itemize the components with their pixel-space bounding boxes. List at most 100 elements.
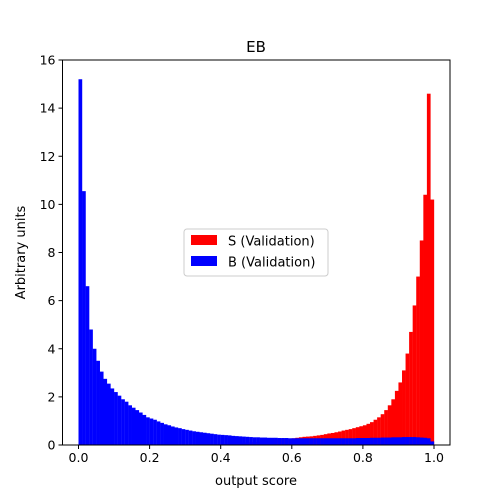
bar-b-validation-51 [259,437,264,445]
bar-b-validation-38 [213,434,218,445]
bar-b-validation-72 [334,438,339,445]
bar-b-validation-59 [288,438,292,445]
bar-b-validation-17 [138,412,143,445]
bar-s-validation-85 [380,414,385,445]
legend-label-b-validation: B (Validation) [228,256,315,271]
bars-layer [78,79,435,446]
bar-b-validation-34 [199,432,204,445]
bar-b-validation-41 [224,435,228,445]
bar-b-validation-99 [430,441,435,445]
bar-b-validation-70 [327,438,332,445]
bar-s-validation-75 [345,429,349,445]
x-tick-label-0: 0.0 [69,450,89,465]
bar-b-validation-19 [146,417,150,445]
bar-b-validation-9 [110,388,115,445]
bar-b-validation-46 [242,436,246,445]
bar-b-validation-67 [316,438,321,445]
bar-s-validation-80 [362,425,367,445]
bar-b-validation-52 [263,437,268,445]
legend: S (Validation) B (Validation) [183,228,329,277]
bar-b-validation-49 [252,437,257,445]
bar-b-validation-40 [220,434,225,445]
bar-b-validation-29 [181,429,186,445]
bar-b-validation-87 [387,437,392,445]
bar-b-validation-2 [85,286,90,445]
y-tick-label-0: 0 [48,438,56,453]
bar-s-validation-97 [423,194,428,445]
bar-s-validation-96 [419,240,424,445]
bar-b-validation-27 [174,427,179,445]
bar-b-validation-83 [373,437,378,445]
bar-b-validation-24 [163,424,168,445]
bar-b-validation-93 [409,437,413,445]
bar-b-validation-50 [256,437,260,445]
legend-frame [183,228,329,277]
bar-b-validation-18 [142,414,147,445]
bar-b-validation-25 [167,425,172,445]
bar-b-validation-95 [416,437,420,445]
bar-b-validation-68 [320,438,324,445]
bar-s-validation-92 [405,353,410,445]
bar-b-validation-3 [89,329,93,445]
bar-b-validation-45 [238,436,243,445]
bar-b-validation-76 [348,438,353,445]
bar-b-validation-30 [185,429,189,445]
bar-s-validation-74 [341,430,346,445]
bar-s-validation-78 [355,427,360,445]
bar-b-validation-21 [153,419,157,445]
bar-b-validation-15 [131,407,136,445]
legend-label-s-validation: S (Validation) [228,235,315,250]
y-axis-label: Arbitrary units [14,205,29,299]
bar-b-validation-62 [298,438,303,445]
bar-b-validation-82 [370,437,374,445]
x-tick-label-1: 0.2 [140,450,160,465]
bar-b-validation-11 [117,395,122,445]
bar-b-validation-35 [202,432,207,445]
y-tick-label-7: 14 [40,101,56,116]
y-tick-label-2: 4 [48,341,56,356]
bar-s-validation-83 [373,419,378,445]
x-tick-label-4: 0.8 [353,450,373,465]
bar-b-validation-66 [313,438,317,445]
bar-s-validation-90 [398,382,403,445]
bar-b-validation-64 [306,438,310,445]
bar-b-validation-10 [114,392,118,445]
bar-s-validation-84 [377,417,381,445]
bar-s-validation-94 [412,305,417,445]
bar-b-validation-86 [384,437,388,445]
bar-b-validation-7 [103,378,108,445]
bar-b-validation-47 [245,436,250,445]
bar-b-validation-77 [352,438,356,445]
bar-b-validation-97 [423,437,428,445]
bar-b-validation-65 [309,438,314,445]
bar-s-validation-87 [387,405,392,445]
bar-b-validation-74 [341,438,346,445]
bar-b-validation-91 [402,437,406,445]
bar-s-validation-76 [348,429,353,445]
bar-b-validation-4 [92,348,97,445]
bar-b-validation-48 [249,437,253,445]
bar-b-validation-12 [121,399,125,445]
bar-s-validation-82 [370,422,374,445]
chart-title: EB [246,38,266,56]
bar-s-validation-98 [426,93,431,445]
bar-b-validation-20 [149,418,154,445]
bar-b-validation-79 [359,438,364,445]
bar-b-validation-96 [419,437,424,445]
bar-b-validation-22 [156,421,161,445]
bar-b-validation-42 [227,435,232,446]
bar-b-validation-73 [338,438,342,445]
bar-b-validation-1 [82,191,86,445]
y-tick-label-6: 12 [40,149,56,164]
bar-s-validation-77 [352,428,356,445]
bar-b-validation-57 [281,438,285,445]
bar-s-validation-95 [416,276,420,445]
x-axis-label: output score [215,474,297,489]
bar-b-validation-60 [291,438,296,445]
bar-b-validation-84 [377,437,381,445]
bar-b-validation-94 [412,437,417,445]
bar-b-validation-78 [355,438,360,445]
bar-b-validation-55 [274,437,278,445]
bar-b-validation-90 [398,437,403,445]
bar-b-validation-92 [405,437,410,445]
